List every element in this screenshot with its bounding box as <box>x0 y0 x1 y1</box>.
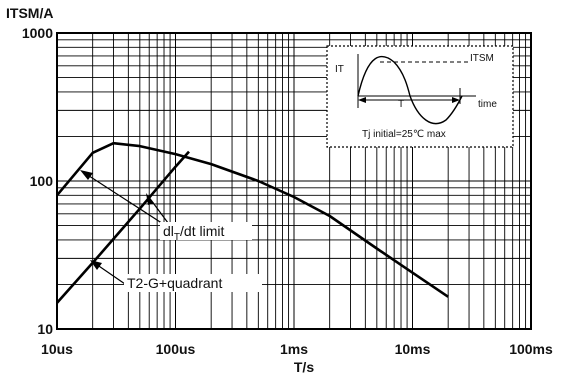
dit-arrowhead-b <box>146 193 154 205</box>
t2g-label-bg <box>124 274 262 292</box>
plot-border <box>56 32 532 330</box>
y-axis-label: ITSM/A <box>6 5 53 21</box>
inset-caption: Tj initial=25℃ max <box>362 129 446 140</box>
y-tick-label: 10 <box>37 321 53 337</box>
dit-label-bg <box>160 222 252 240</box>
inset-t-arrow-right <box>452 97 460 103</box>
x-tick-label: 100ms <box>509 341 553 357</box>
y-tick-label: 100 <box>30 173 54 189</box>
x-tick-label: 100us <box>156 341 196 357</box>
inset-it-label: IT <box>335 64 344 75</box>
inset-time-label: time <box>478 99 497 110</box>
dit-limit-sub: T <box>174 232 180 243</box>
t2g-arrowhead <box>90 260 102 270</box>
inset-t-label: T <box>398 99 404 110</box>
x-tick-label: 1ms <box>280 341 308 357</box>
inset-sine-wave <box>357 55 463 125</box>
y-tick-label: 1000 <box>22 25 53 41</box>
dit-leader-line-a <box>82 171 175 232</box>
y-tick-labels: 1000 100 10 <box>22 25 53 337</box>
t2g-quadrant-label: T2-G+quadrant <box>127 275 222 291</box>
inset-itsm-label: ITSM <box>470 53 494 64</box>
inset-t-arrow-left <box>358 97 366 103</box>
series-line-t2g-quadrant <box>56 141 449 298</box>
x-tick-label: 10ms <box>395 341 431 357</box>
dit-limit-main: dl <box>163 223 174 239</box>
dit-limit-label: dlT/dt limit <box>163 223 224 243</box>
dit-arrowhead-a <box>80 170 93 180</box>
dit-limit-rest: /dt limit <box>180 223 224 239</box>
x-tick-labels: 10us 100us 1ms 10ms 100ms <box>41 341 553 357</box>
x-tick-label: 10us <box>41 341 73 357</box>
x-axis-label: T/s <box>294 359 314 375</box>
inset-waveform: IT ITSM T time Tj initial=25℃ max <box>326 45 514 148</box>
